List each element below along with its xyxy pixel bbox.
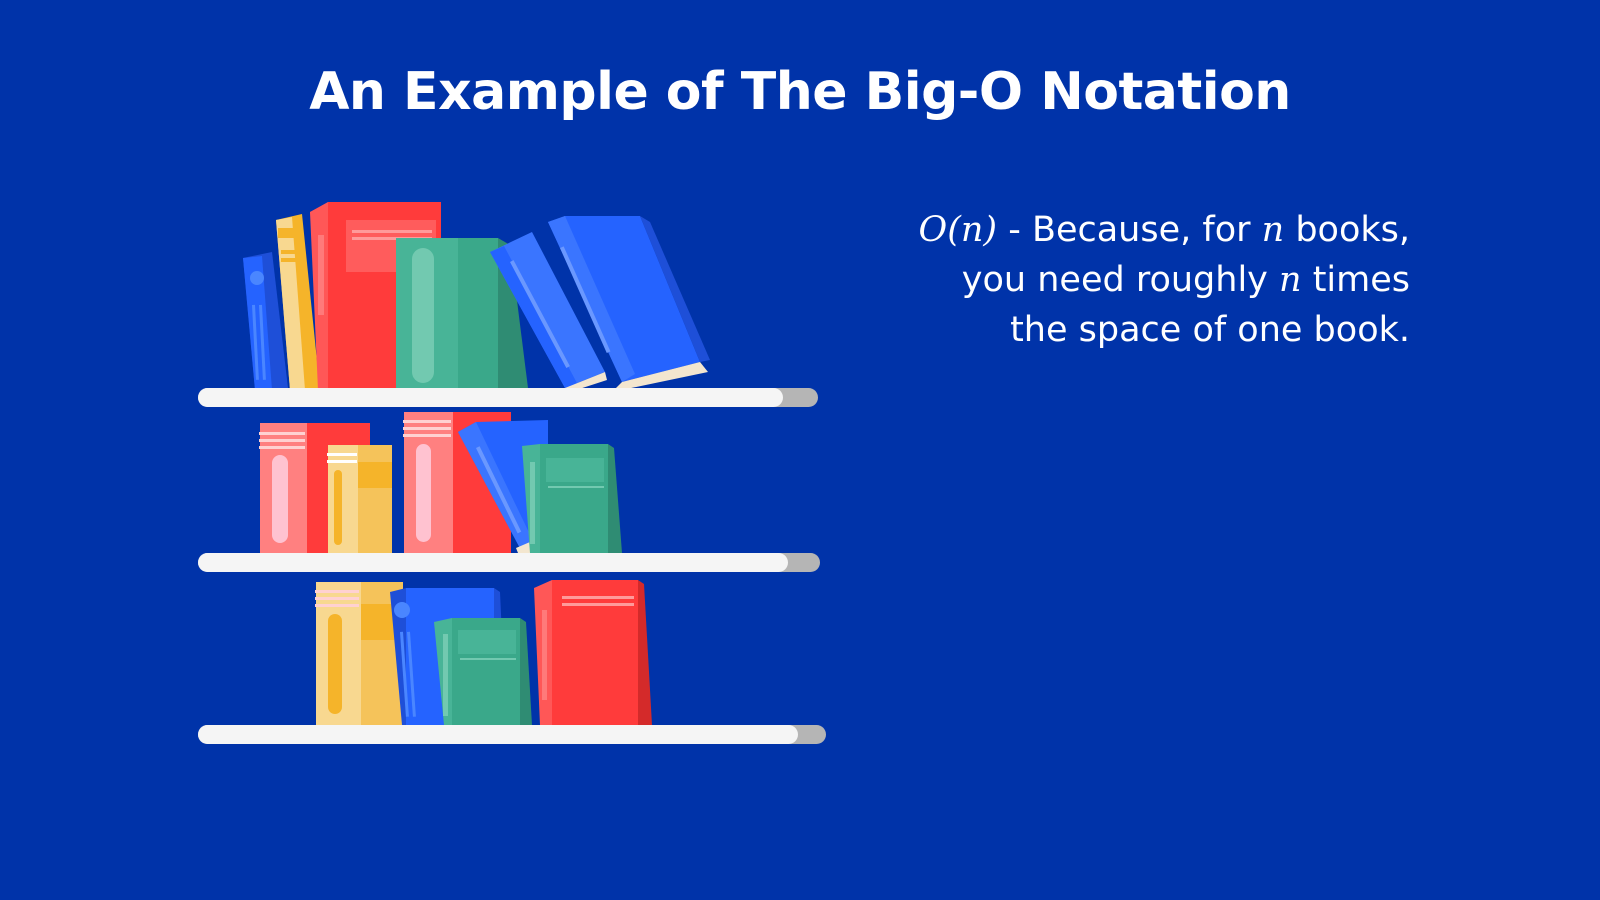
explanation-line-3: the space of one book. <box>1010 310 1410 350</box>
book-green-middle-icon <box>522 444 622 553</box>
book-yellow-icon <box>327 445 392 553</box>
bottom-shelf-books <box>315 580 652 725</box>
bottom-shelf-icon <box>198 725 826 744</box>
explanation-line-1: O(n) - Because, for n books, <box>700 205 1410 255</box>
explanation-line-2: you need roughly n times <box>700 255 1410 305</box>
book-red-bottom-icon <box>534 580 652 725</box>
big-o-explanation: O(n) - Because, for n books, you need ro… <box>700 205 1410 355</box>
book-cream-bottom-icon <box>315 582 403 725</box>
middle-shelf-icon <box>198 553 820 572</box>
explanation-text: you need roughly <box>961 260 1280 300</box>
book-green-bottom-icon <box>434 618 532 725</box>
top-shelf-icon <box>198 388 818 407</box>
explanation-text: - Because, for <box>997 210 1262 250</box>
middle-shelf-books <box>259 412 622 553</box>
slide-title: An Example of The Big-O Notation <box>309 62 1291 122</box>
top-shelf-books <box>243 202 710 392</box>
book-blue-leaning-icon <box>490 216 710 392</box>
explanation-text: times <box>1301 260 1410 300</box>
book-blue-small-icon <box>243 252 288 390</box>
variable-n: n <box>1261 210 1285 250</box>
book-cream-icon <box>276 214 320 390</box>
variable-n: n <box>1279 260 1302 300</box>
big-o-expression: O(n) <box>918 210 998 250</box>
explanation-text: books, <box>1284 210 1410 250</box>
